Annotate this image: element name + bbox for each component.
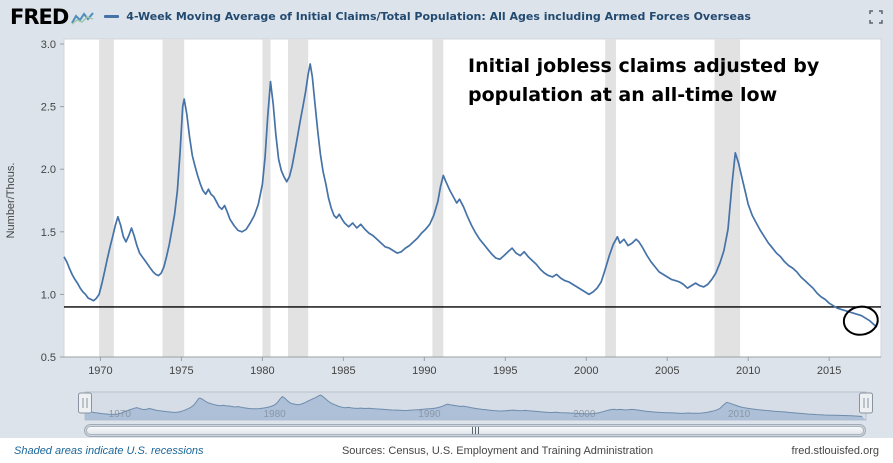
x-tick-label: 1975 <box>169 365 193 377</box>
navigator-year-label: 1980 <box>263 409 286 420</box>
x-tick-label: 2000 <box>574 365 598 377</box>
annotation-line-1: Initial jobless claims adjusted by <box>468 55 820 77</box>
x-tick-label: 2005 <box>655 365 679 377</box>
y-tick-label: 2.0 <box>41 164 56 176</box>
y-tick-label: 1.0 <box>41 289 56 301</box>
x-tick-label: 1985 <box>331 365 355 377</box>
scrollbar-grip-icon <box>471 427 479 434</box>
graph-footer: Shaded areas indicate U.S. recessions So… <box>0 438 893 463</box>
recession-band <box>162 39 185 357</box>
recession-band <box>605 39 616 357</box>
navigator-right-handle[interactable] <box>859 392 873 414</box>
fullscreen-icon[interactable] <box>869 9 883 24</box>
site-text: fred.stlouisfed.org <box>791 444 879 457</box>
recession-note-link[interactable]: Shaded areas indicate U.S. recessions <box>14 444 204 457</box>
annotation-line-2: population at an all-time low <box>468 84 778 106</box>
fred-logo-sparkline-icon <box>71 12 95 25</box>
navigator-year-label: 2010 <box>728 409 751 420</box>
fred-logo[interactable]: FRED <box>10 5 104 29</box>
scrollbar-thumb[interactable] <box>86 426 864 435</box>
navigator-line <box>84 394 863 417</box>
fred-logo-text: FRED <box>10 4 69 29</box>
y-tick-label: 3.0 <box>41 39 56 51</box>
x-tick-label: 1970 <box>88 365 112 377</box>
x-tick-label: 2010 <box>736 365 760 377</box>
y-tick-label: 2.5 <box>41 102 56 114</box>
recession-band <box>714 39 741 357</box>
x-tick-label: 1980 <box>250 365 274 377</box>
plot-area <box>63 38 882 358</box>
y-axis-label: Number/Thous. <box>5 163 17 239</box>
all-time-low-circle <box>842 305 879 336</box>
range-navigator[interactable]: 1970 1980 1990 2000 2010 <box>0 387 893 423</box>
navigator-year-label: 1970 <box>109 409 132 420</box>
recession-band <box>99 39 114 357</box>
horizontal-scrollbar[interactable] <box>84 424 866 437</box>
y-tick-label: 1.5 <box>41 227 56 239</box>
y-tick-label: 0.5 <box>41 352 56 364</box>
graph-header: FRED 4-Week Moving Average of Initial Cl… <box>0 0 893 33</box>
sources-text: Sources: Census, U.S. Employment and Tra… <box>341 444 654 457</box>
chart-annotation: Initial jobless claims adjusted by popul… <box>468 52 819 110</box>
main-chart[interactable]: 3.0 2.5 2.0 1.5 1.0 0.5 1970 1975 1980 1985 1990 19… <box>0 33 893 383</box>
x-tick-label: 1995 <box>493 365 517 377</box>
x-tick-label: 2015 <box>817 365 841 377</box>
navigator-year-label: 2000 <box>573 409 596 420</box>
navigator-year-label: 1990 <box>418 409 441 420</box>
graph-title: 4-Week Moving Average of Initial Claims/… <box>126 10 751 23</box>
series-legend-marker <box>104 15 120 18</box>
data-line <box>63 63 878 328</box>
recession-band <box>288 39 309 357</box>
recession-band <box>262 39 271 357</box>
x-tick-label: 1990 <box>412 365 436 377</box>
navigator-area <box>85 395 866 420</box>
navigator-left-handle[interactable] <box>78 392 92 414</box>
